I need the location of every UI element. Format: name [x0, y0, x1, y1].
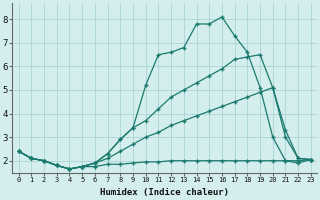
X-axis label: Humidex (Indice chaleur): Humidex (Indice chaleur)	[100, 188, 229, 197]
